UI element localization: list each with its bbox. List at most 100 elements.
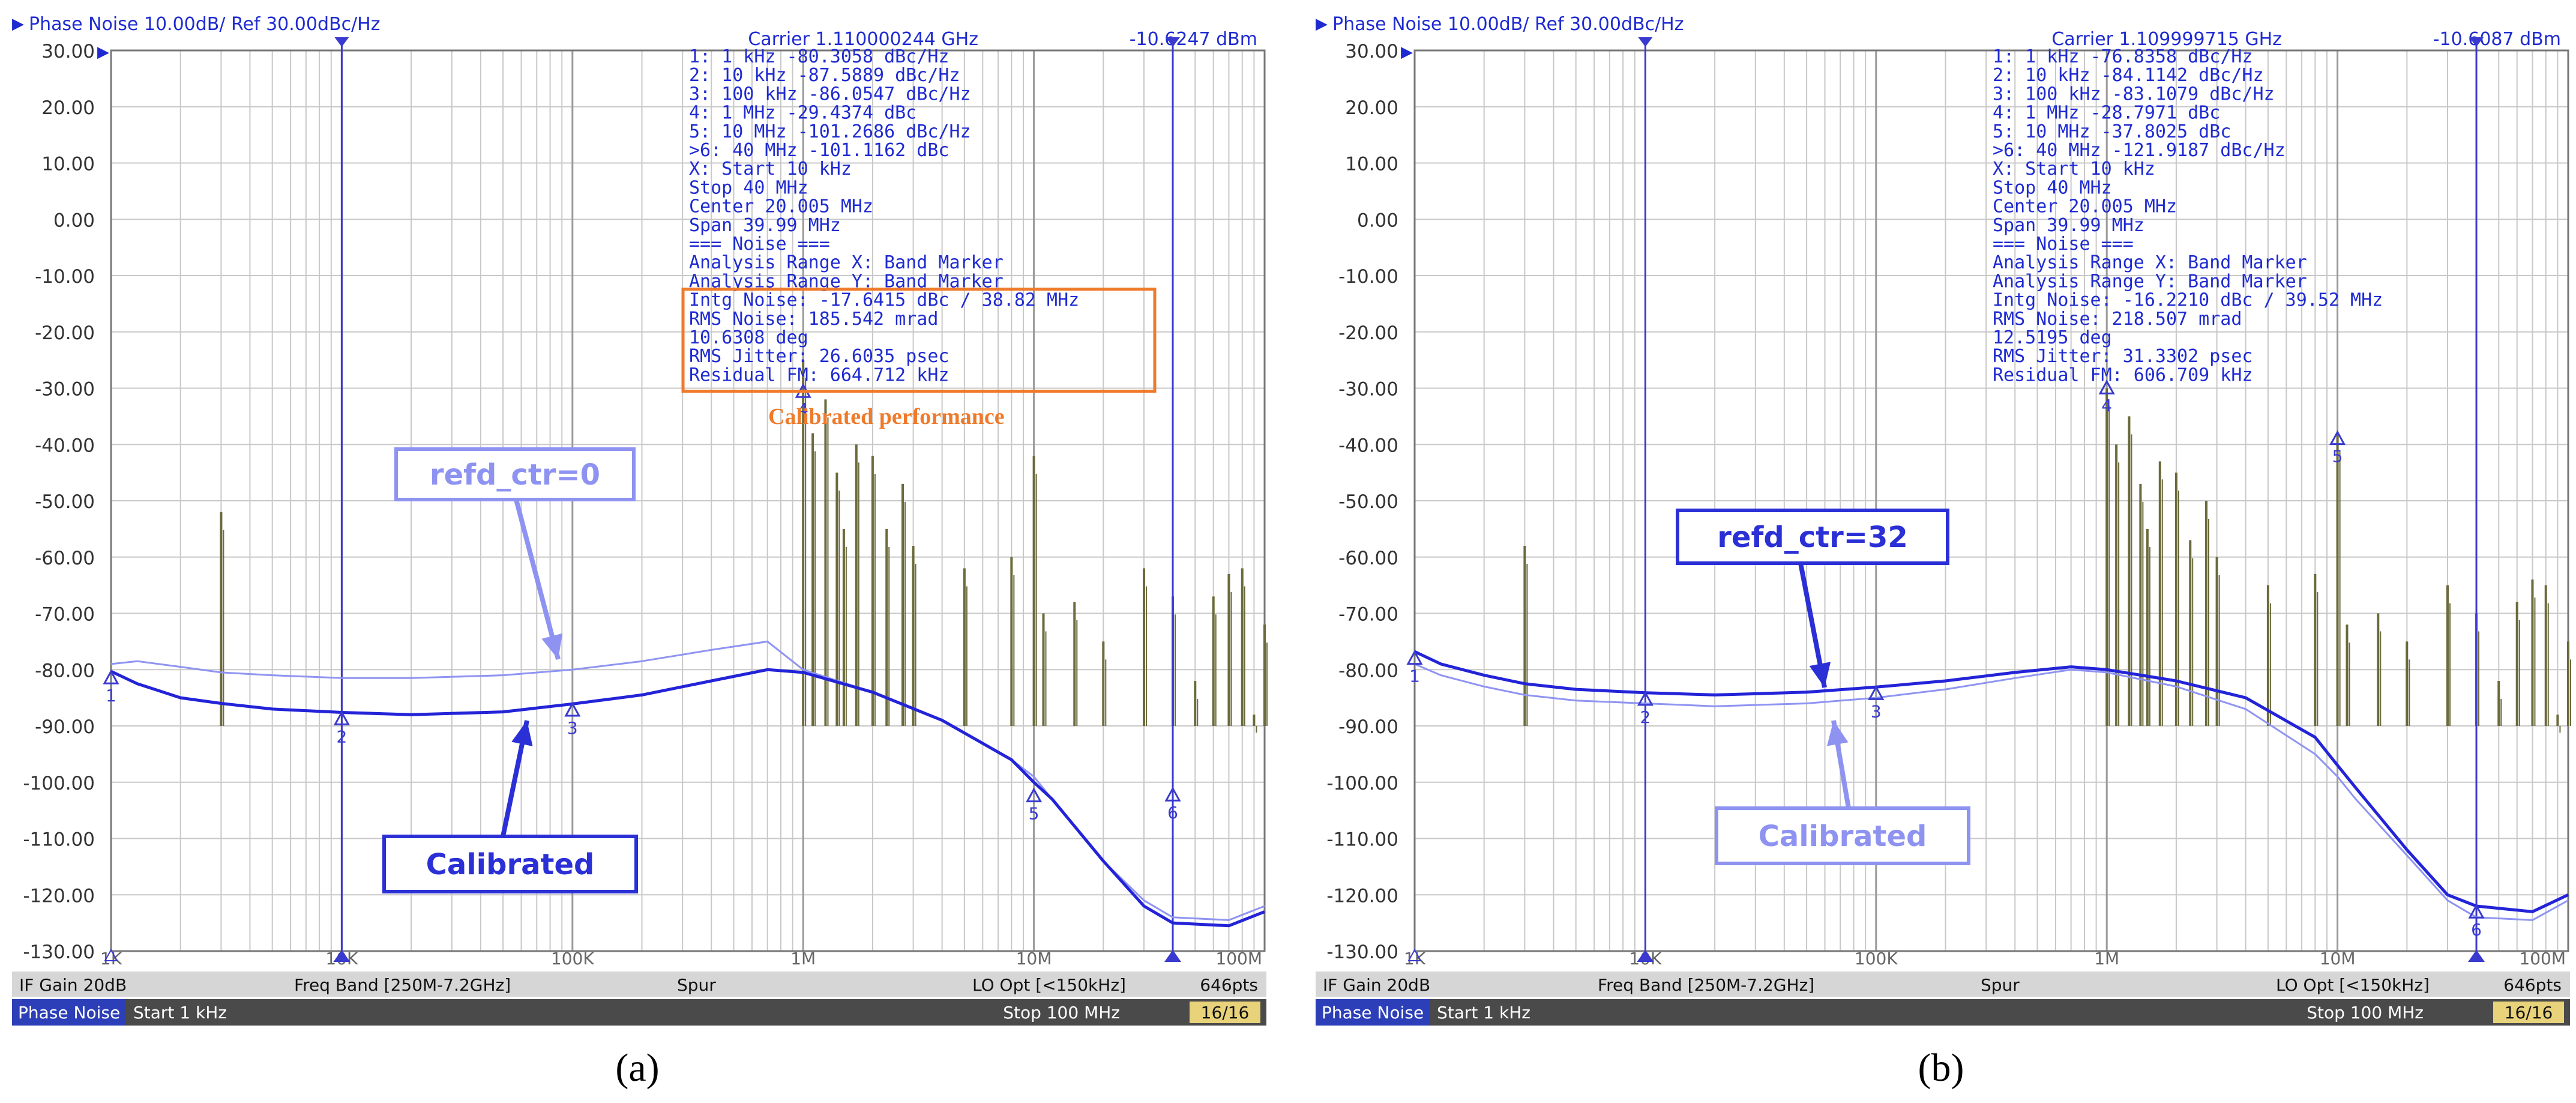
y-tick-label: -100.00	[1326, 773, 1398, 794]
y-tick-label: 30.00	[41, 41, 95, 62]
grid	[110, 50, 1265, 952]
status-freq-band: Freq Band [250M-7.2GHz]	[294, 975, 511, 995]
y-tick-label: -120.00	[1326, 885, 1398, 907]
status-if-gain: IF Gain 20dB	[19, 975, 127, 995]
band-marker-bottom-icon	[1637, 950, 1654, 962]
x-tick-label: 10M	[2320, 949, 2356, 969]
callout-text-cal: Calibrated	[426, 848, 595, 881]
marker-table-line: Intg Noise: -16.2210 dBc / 39.52 MHz	[1993, 290, 2383, 311]
y-tick-label: -60.00	[35, 548, 95, 569]
status-pts: 646pts	[1200, 975, 1258, 995]
marker-table-line: 1: 1 kHz -80.3058 dBc/Hz	[689, 46, 949, 67]
bottom-mode: Phase Noise	[18, 1003, 120, 1023]
marker-table-line: RMS Jitter: 31.3302 psec	[1993, 346, 2252, 367]
marker-triangle-icon	[333, 710, 350, 725]
trace-calibrated	[1414, 663, 2569, 921]
marker-table-line: Analysis Range Y: Band Marker	[1993, 271, 2307, 292]
marker-triangle-icon	[1637, 691, 1654, 706]
header-arrow-icon: ▶	[12, 15, 24, 33]
marker-label: 2	[1640, 707, 1651, 727]
marker-table-line: >6: 40 MHz -121.9187 dBc/Hz	[1993, 140, 2286, 161]
callout-arrowhead-icon	[1809, 662, 1831, 687]
marker-label: 4	[798, 399, 808, 419]
status-freq-band: Freq Band [250M-7.2GHz]	[1598, 975, 1814, 995]
marker-table-line: Center 20.005 MHz	[689, 196, 873, 217]
panel-a: ▶ Phase Noise 10.00dB/ Ref 30.00dBc/Hz Car…	[12, 14, 1268, 1090]
y-tick-label: -110.00	[23, 829, 95, 851]
trace-refd-ctr-32	[1413, 650, 2569, 913]
bottom-mode: Phase Noise	[1322, 1003, 1424, 1023]
y-tick-label: 0.00	[1357, 210, 1398, 231]
marker-label: 4	[2101, 396, 2112, 416]
power-readout: -10.6087 dBm	[2433, 29, 2561, 50]
marker-triangle-icon	[2098, 379, 2115, 394]
marker-label: 1	[1409, 666, 1420, 686]
marker-table-line: Stop 40 MHz	[1993, 177, 2112, 198]
panel-b: ▶ Phase Noise 10.00dB/ Ref 30.00dBc/HzCar…	[1316, 14, 2571, 1090]
mode-tab[interactable]	[1316, 999, 1430, 1026]
marker-table-line: RMS Jitter: 26.6035 psec	[689, 346, 949, 367]
y-tick-label: -60.00	[1338, 548, 1398, 569]
marker-triangle-icon	[1164, 787, 1181, 802]
marker-table: 1: 1 kHz -80.3058 dBc/Hz 2: 10 kHz -87.5…	[689, 46, 1079, 385]
x-tick-label: 100K	[1855, 949, 1898, 969]
y-tick-label: -50.00	[35, 491, 95, 513]
bottom-start: Start 1 kHz	[133, 1003, 227, 1023]
status-if-gain: IF Gain 20dB	[1323, 975, 1430, 995]
box-caption: Calibrated performance	[768, 404, 1005, 429]
carrier-readout: Carrier 1.109999715 GHz	[2051, 29, 2282, 50]
status-spur: Spur	[1981, 975, 2020, 995]
marker-table-line: 3: 100 kHz -86.0547 dBc/Hz	[689, 83, 971, 104]
bottom-page: 16/16	[2505, 1003, 2553, 1023]
marker-table-line: 10.6308 deg	[689, 327, 808, 348]
y-tick-label: -100.00	[23, 773, 95, 794]
marker-table-line: 5: 10 MHz -37.8025 dBc	[1993, 121, 2231, 142]
marker-table-line: Intg Noise: -17.6415 dBc / 38.82 MHz	[689, 290, 1079, 311]
marker-table-line: 4: 1 MHz -28.7971 dBc	[1993, 103, 2220, 124]
chart-header-title: Phase Noise 10.00dB/ Ref 30.00dBc/Hz	[29, 14, 380, 35]
marker-triangle-icon	[2468, 904, 2485, 919]
trace-calibrated	[110, 668, 1265, 928]
y-tick-label: -20.00	[35, 322, 95, 344]
mode-tab[interactable]	[12, 999, 126, 1026]
y-tick-label: -120.00	[23, 885, 95, 907]
y-tick-label: 20.00	[1345, 97, 1398, 119]
status-bar	[12, 972, 1266, 997]
marker-table-line: Center 20.005 MHz	[1993, 196, 2177, 217]
marker-label: 5	[2332, 447, 2343, 467]
panel-caption: (b)	[1918, 1046, 1964, 1090]
status-bar	[1316, 972, 2570, 997]
marker-table-line: X: Start 10 kHz	[1993, 159, 2155, 180]
callout-arrow-line	[514, 498, 561, 660]
plot-frame	[110, 49, 1266, 952]
band-marker-bottom-icon	[333, 950, 351, 962]
carrier-readout: Carrier 1.110000244 GHz	[748, 29, 978, 50]
header-arrow-icon: ▶	[1316, 15, 1328, 33]
marker-table-line: RMS Noise: 218.507 mrad	[1993, 309, 2242, 330]
callout-text-cal: Calibrated	[1759, 820, 1927, 853]
y-tick-label: -10.00	[35, 266, 95, 288]
callout-arrowhead-icon	[541, 633, 563, 659]
marker-table-line: Stop 40 MHz	[689, 177, 808, 198]
y-tick-label: -50.00	[1338, 491, 1398, 513]
x-tick-label: 1M	[790, 949, 816, 969]
status-spur: Spur	[677, 975, 716, 995]
y-tick-label: -80.00	[1338, 660, 1398, 681]
y-tick-label: -70.00	[35, 604, 95, 626]
marker-table-line: 2: 10 kHz -87.5889 dBc/Hz	[689, 65, 960, 86]
ref-level-arrow-icon: ▶	[1401, 43, 1413, 61]
marker-table-line: 2: 10 kHz -84.1142 dBc/Hz	[1993, 65, 2264, 86]
marker-table-line: Span 39.99 MHz	[1993, 215, 2144, 236]
marker-triangle-icon	[1406, 650, 1423, 665]
callout-arrowhead-icon	[511, 721, 533, 746]
status-lo-opt: LO Opt [<150kHz]	[972, 975, 1126, 995]
marker-label: 6	[2471, 920, 2482, 940]
y-tick-label: -90.00	[1338, 716, 1398, 738]
marker-table-line: Analysis Range X: Band Marker	[1993, 252, 2307, 273]
marker-table-line: 12.5195 deg	[1993, 327, 2112, 348]
marker-triangle-icon	[1868, 685, 1885, 700]
start-marker-icon	[1407, 948, 1422, 961]
y-tick-label: -40.00	[1338, 435, 1398, 456]
band-marker-top-icon	[2469, 37, 2484, 47]
